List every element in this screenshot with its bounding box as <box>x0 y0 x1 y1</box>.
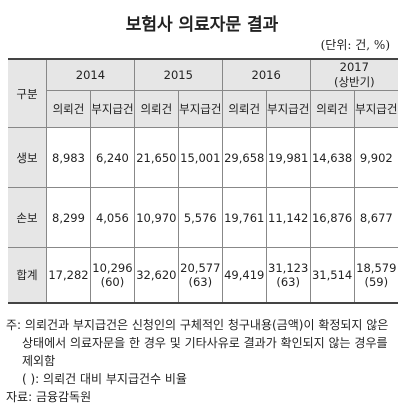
cell: 6,240 <box>89 127 135 188</box>
subheader: 부지급건 <box>265 90 311 128</box>
cell-text: 18,579 <box>356 260 397 275</box>
subheader: 의뢰건 <box>221 90 267 128</box>
cell: 16,876 <box>309 187 355 248</box>
cell-text: 49,419 <box>224 267 265 282</box>
cell: 31,123 (63) <box>265 247 311 304</box>
cell: 5,576 <box>177 187 223 248</box>
cell: 11,142 <box>265 187 311 248</box>
subheader: 의뢰건 <box>133 90 179 128</box>
table: 구분 2014 2015 2016 2017 (상반기) 의뢰건 부지급건 의뢰건 부지급건 의뢰건… <box>8 58 398 304</box>
cell-text: 11,142 <box>268 210 309 225</box>
cell-text: 19,761 <box>224 210 265 225</box>
cell-text: (63) <box>276 274 300 289</box>
row-label: 생보 <box>8 127 47 188</box>
subheader: 부지급건 <box>353 90 398 128</box>
cell: 21,650 <box>133 127 179 188</box>
subheader: 부지급건 <box>177 90 223 128</box>
cell-text: 29,658 <box>224 150 265 165</box>
cell-text: 15,001 <box>180 150 221 165</box>
cell: 31,514 <box>309 247 355 304</box>
body-row: 손보 8,299 4,056 10,970 5,576 19,761 11,142 16,87… <box>8 187 398 248</box>
cell: 10,970 <box>133 187 179 248</box>
cell: 10,296 (60) <box>89 247 135 304</box>
cell-text: 10,296 <box>92 260 133 275</box>
cell: 20,577 (63) <box>177 247 223 304</box>
row-label: 합계 <box>8 247 47 304</box>
cell-text: 10,970 <box>136 210 177 225</box>
cell-text: 6,240 <box>95 150 129 165</box>
subheader-row: 의뢰건 부지급건 의뢰건 부지급건 의뢰건 부지급건 의뢰건 부지급건 <box>8 90 398 128</box>
ratio-note: ( ): 의뢰건 대비 부지급건수 비율 <box>22 372 187 386</box>
cell-text: (63) <box>188 274 213 289</box>
body-row: 생보 8,983 6,240 21,650 15,001 29,658 19,981 14,6… <box>8 127 398 188</box>
cell-text: 5,576 <box>183 210 217 225</box>
cell-text: 20,577 <box>180 260 221 275</box>
cell-text: 8,299 <box>52 210 85 225</box>
cell: 4,056 <box>89 187 135 248</box>
unit: (단위: 건, %) <box>320 38 390 52</box>
cell: 8,299 <box>46 187 91 248</box>
cell-text: 31,123 <box>268 260 309 275</box>
note: 주: 의뢰건과 부지급건은 신청인의 구체적인 청구내용(금액)이 확정되지 않… <box>6 318 389 368</box>
cell-text: 19,981 <box>268 150 309 165</box>
cell: 18,579 (59) <box>353 247 398 304</box>
cell-text: 32,620 <box>136 267 177 282</box>
notes: 주: 의뢰건과 부지급건은 신청인의 구체적인 청구내용(금액)이 확정되지 않… <box>6 316 398 406</box>
cell: 15,001 <box>177 127 223 188</box>
cell-text: (59) <box>364 274 389 289</box>
title: 보험사 의료자문 결과 <box>125 15 279 35</box>
year: 2015 <box>163 68 193 82</box>
cell: 32,620 <box>133 247 179 304</box>
cell: 49,419 <box>221 247 267 304</box>
year-cell: 2017 (상반기) <box>309 58 398 91</box>
cell: 17,282 <box>46 247 91 304</box>
cell-text: 31,514 <box>311 267 353 282</box>
cell-text: 14,638 <box>311 150 353 165</box>
cell: 19,981 <box>265 127 311 188</box>
cell: 8,677 <box>353 187 398 248</box>
cell-text: 21,650 <box>136 150 177 165</box>
cell-text: 4,056 <box>95 210 129 225</box>
year-cell: 2014 <box>46 58 135 91</box>
cell: 14,638 <box>309 127 355 188</box>
corner: 구분 <box>8 58 47 128</box>
cell: 9,902 <box>353 127 398 188</box>
year: (상반기) <box>333 75 375 89</box>
cell: 19,761 <box>221 187 267 248</box>
cell-text: 8,677 <box>359 210 393 225</box>
subheader: 부지급건 <box>89 90 135 128</box>
year-cell: 2016 <box>221 58 311 91</box>
cell-text: 9,902 <box>359 150 393 165</box>
subheader: 의뢰건 <box>46 90 91 128</box>
cell-text: 8,983 <box>52 150 85 165</box>
source: 자료: 금융감독원 <box>6 390 92 404</box>
year: 2016 <box>251 68 281 82</box>
cell-text: 16,876 <box>311 210 353 225</box>
header-row: 구분 2014 2015 2016 2017 (상반기) <box>8 58 398 128</box>
cell-text: (60) <box>100 274 125 289</box>
year-cell: 2015 <box>133 58 223 91</box>
row-label: 손보 <box>8 187 47 248</box>
cell: 29,658 <box>221 127 267 188</box>
cell: 8,983 <box>46 127 91 188</box>
body-row: 합계 17,282 10,296 (60) 32,620 20,577 (63) 49,419… <box>8 247 398 304</box>
year: 2014 <box>75 68 106 82</box>
cell-text: 17,282 <box>48 267 89 282</box>
year: 2017 <box>339 60 369 74</box>
subheader: 의뢰건 <box>309 90 355 128</box>
